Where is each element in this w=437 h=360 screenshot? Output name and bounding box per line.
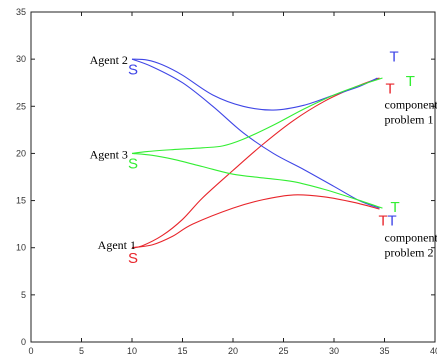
y-tick-label: 25: [16, 101, 26, 111]
endpoint-marker-label: T: [406, 73, 415, 90]
plot-area: [30, 11, 436, 343]
endpoint-marker-label: T: [386, 80, 395, 97]
y-tick-label: 35: [16, 7, 26, 17]
endpoint-marker-label: S: [128, 250, 138, 267]
x-tick-label: 20: [228, 346, 238, 356]
x-tick-label: 15: [177, 346, 187, 356]
annotation-label: problem 2: [385, 245, 434, 259]
series-line-1: [131, 77, 380, 249]
series-line-6: [131, 152, 383, 209]
endpoint-marker-label: S: [128, 61, 138, 78]
y-tick-label: 20: [16, 148, 26, 158]
y-tick-label: 5: [21, 290, 26, 300]
endpoint-marker-label: T: [378, 212, 387, 229]
annotation-label: Agent 3: [90, 147, 128, 161]
y-tick-label: 10: [16, 243, 26, 253]
x-tick-label: 25: [278, 346, 288, 356]
endpoint-marker-label: T: [390, 48, 399, 65]
endpoint-marker-label: T: [391, 199, 400, 216]
endpoint-marker-label: S: [128, 156, 138, 173]
x-tick-label: 10: [127, 346, 137, 356]
x-tick-label: 40: [430, 346, 437, 356]
series-line-4: [131, 58, 380, 209]
y-tick-label: 15: [16, 196, 26, 206]
series-line-2: [131, 194, 380, 249]
annotation-label: Agent 2: [90, 53, 128, 67]
annotation-label: Agent 1: [98, 238, 136, 252]
annotation-label: component: [385, 97, 437, 111]
x-tick-label: 5: [79, 346, 84, 356]
x-tick-label: 35: [379, 346, 389, 356]
annotation-label: component: [385, 230, 437, 244]
series-line-5: [131, 77, 383, 154]
x-tick-label: 30: [329, 346, 339, 356]
x-tick-label: 0: [28, 346, 33, 356]
y-tick-label: 30: [16, 54, 26, 64]
y-tick-label: 0: [21, 337, 26, 347]
annotation-label: problem 1: [385, 112, 434, 126]
endpoint-marker-label: T: [388, 212, 397, 229]
